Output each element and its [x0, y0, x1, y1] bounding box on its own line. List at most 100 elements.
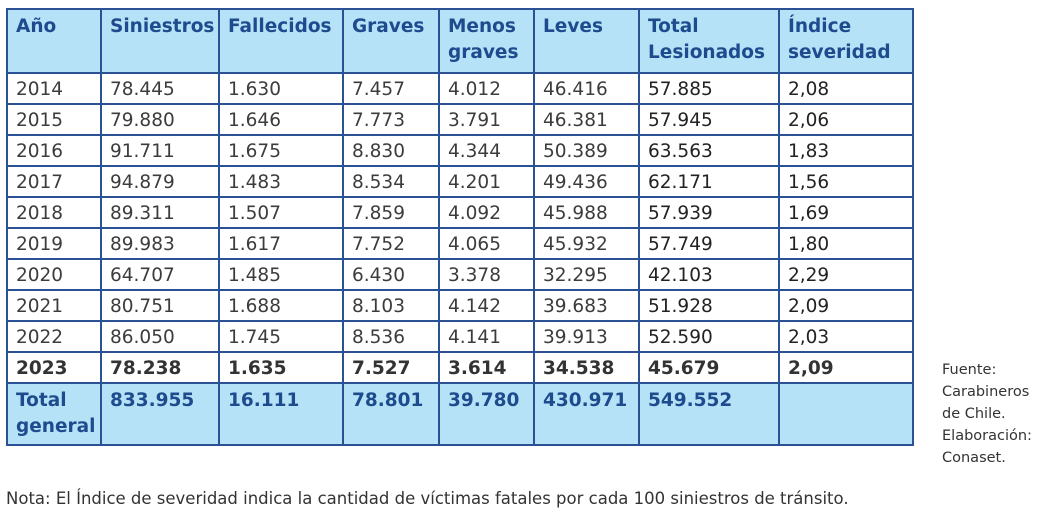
- cell-year: 2018: [6, 196, 102, 229]
- cell-graves: 8.534: [342, 165, 440, 198]
- cell-menos-graves: 4.141: [438, 320, 535, 353]
- total-total-lesionados: 549.552: [638, 382, 780, 446]
- cell-leves: 45.932: [533, 227, 640, 260]
- header-year: Año: [6, 8, 102, 74]
- table-row: 2023 78.238 1.635 7.527 3.614 34.538 45.679 2,0…: [6, 351, 914, 384]
- cell-graves: 7.773: [342, 103, 440, 136]
- cell-graves: 8.830: [342, 134, 440, 167]
- table-row: 2015 79.880 1.646 7.773 3.791 46.381 57.945 2,0…: [6, 103, 914, 136]
- cell-menos-graves: 4.201: [438, 165, 535, 198]
- cell-siniestros: 78.445: [100, 72, 220, 105]
- cell-fallecidos: 1.675: [218, 134, 344, 167]
- cell-indice-severidad: 1,80: [778, 227, 914, 260]
- cell-total-lesionados: 52.590: [638, 320, 780, 353]
- cell-siniestros: 94.879: [100, 165, 220, 198]
- source-line: Fuente:: [942, 362, 997, 378]
- cell-fallecidos: 1.485: [218, 258, 344, 291]
- source-line: Carabineros: [942, 384, 1030, 400]
- total-siniestros: 833.955: [100, 382, 220, 446]
- cell-fallecidos: 1.646: [218, 103, 344, 136]
- cell-siniestros: 64.707: [100, 258, 220, 291]
- cell-year: 2017: [6, 165, 102, 198]
- cell-indice-severidad: 2,09: [778, 351, 914, 384]
- cell-graves: 7.457: [342, 72, 440, 105]
- cell-fallecidos: 1.630: [218, 72, 344, 105]
- cell-indice-severidad: 1,56: [778, 165, 914, 198]
- cell-menos-graves: 4.344: [438, 134, 535, 167]
- header-fallecidos: Fallecidos: [218, 8, 344, 74]
- table-row: 2021 80.751 1.688 8.103 4.142 39.683 51.928 2,0…: [6, 289, 914, 322]
- source-line: Conaset.: [942, 450, 1006, 466]
- cell-leves: 49.436: [533, 165, 640, 198]
- cell-graves: 8.103: [342, 289, 440, 322]
- cell-year: 2016: [6, 134, 102, 167]
- cell-year: 2015: [6, 103, 102, 136]
- cell-indice-severidad: 2,08: [778, 72, 914, 105]
- cell-leves: 32.295: [533, 258, 640, 291]
- total-year: Total general: [6, 382, 102, 446]
- cell-menos-graves: 4.065: [438, 227, 535, 260]
- cell-graves: 7.859: [342, 196, 440, 229]
- cell-graves: 6.430: [342, 258, 440, 291]
- cell-siniestros: 86.050: [100, 320, 220, 353]
- header-siniestros: Siniestros: [100, 8, 220, 74]
- total-leves: 430.971: [533, 382, 640, 446]
- cell-siniestros: 89.311: [100, 196, 220, 229]
- cell-leves: 39.913: [533, 320, 640, 353]
- cell-siniestros: 79.880: [100, 103, 220, 136]
- cell-fallecidos: 1.617: [218, 227, 344, 260]
- road-accidents-table: Año Siniestros Fallecidos Graves Menos g…: [6, 8, 914, 446]
- cell-fallecidos: 1.507: [218, 196, 344, 229]
- cell-total-lesionados: 63.563: [638, 134, 780, 167]
- cell-fallecidos: 1.483: [218, 165, 344, 198]
- cell-indice-severidad: 2,09: [778, 289, 914, 322]
- header-total-lesionados: Total Lesionados: [638, 8, 780, 74]
- cell-menos-graves: 3.614: [438, 351, 535, 384]
- cell-menos-graves: 4.142: [438, 289, 535, 322]
- cell-graves: 8.536: [342, 320, 440, 353]
- source-line: de Chile.: [942, 406, 1006, 422]
- header-row: Año Siniestros Fallecidos Graves Menos g…: [6, 8, 914, 74]
- total-menos-graves: 39.780: [438, 382, 535, 446]
- table-row: 2018 89.311 1.507 7.859 4.092 45.988 57.939 1,6…: [6, 196, 914, 229]
- footnote: Nota: El Índice de severidad indica la c…: [6, 489, 849, 508]
- cell-year: 2014: [6, 72, 102, 105]
- total-fallecidos: 16.111: [218, 382, 344, 446]
- cell-menos-graves: 4.012: [438, 72, 535, 105]
- cell-leves: 39.683: [533, 289, 640, 322]
- cell-leves: 46.416: [533, 72, 640, 105]
- cell-siniestros: 80.751: [100, 289, 220, 322]
- cell-total-lesionados: 57.945: [638, 103, 780, 136]
- header-indice-severidad: Índice severidad: [778, 8, 914, 74]
- cell-siniestros: 89.983: [100, 227, 220, 260]
- cell-siniestros: 78.238: [100, 351, 220, 384]
- cell-leves: 50.389: [533, 134, 640, 167]
- cell-indice-severidad: 2,29: [778, 258, 914, 291]
- cell-indice-severidad: 2,06: [778, 103, 914, 136]
- cell-fallecidos: 1.745: [218, 320, 344, 353]
- cell-menos-graves: 4.092: [438, 196, 535, 229]
- cell-indice-severidad: 1,69: [778, 196, 914, 229]
- table-row: 2014 78.445 1.630 7.457 4.012 46.416 57.885 2,0…: [6, 72, 914, 105]
- table-row: 2016 91.711 1.675 8.830 4.344 50.389 63.563 1,8…: [6, 134, 914, 167]
- cell-graves: 7.527: [342, 351, 440, 384]
- cell-menos-graves: 3.378: [438, 258, 535, 291]
- table-row: 2020 64.707 1.485 6.430 3.378 32.295 42.103 2,2…: [6, 258, 914, 291]
- cell-graves: 7.752: [342, 227, 440, 260]
- cell-total-lesionados: 57.885: [638, 72, 780, 105]
- cell-leves: 46.381: [533, 103, 640, 136]
- cell-leves: 45.988: [533, 196, 640, 229]
- source-line: Elaboración:: [942, 428, 1032, 444]
- cell-year: 2019: [6, 227, 102, 260]
- cell-year: 2020: [6, 258, 102, 291]
- cell-total-lesionados: 57.749: [638, 227, 780, 260]
- header-leves: Leves: [533, 8, 640, 74]
- header-graves: Graves: [342, 8, 440, 74]
- cell-total-lesionados: 57.939: [638, 196, 780, 229]
- source-note: Fuente: Carabineros de Chile. Elaboració…: [942, 359, 1052, 469]
- total-indice-severidad: [778, 382, 914, 446]
- table-row: 2017 94.879 1.483 8.534 4.201 49.436 62.171 1,5…: [6, 165, 914, 198]
- cell-indice-severidad: 2,03: [778, 320, 914, 353]
- cell-year: 2023: [6, 351, 102, 384]
- cell-indice-severidad: 1,83: [778, 134, 914, 167]
